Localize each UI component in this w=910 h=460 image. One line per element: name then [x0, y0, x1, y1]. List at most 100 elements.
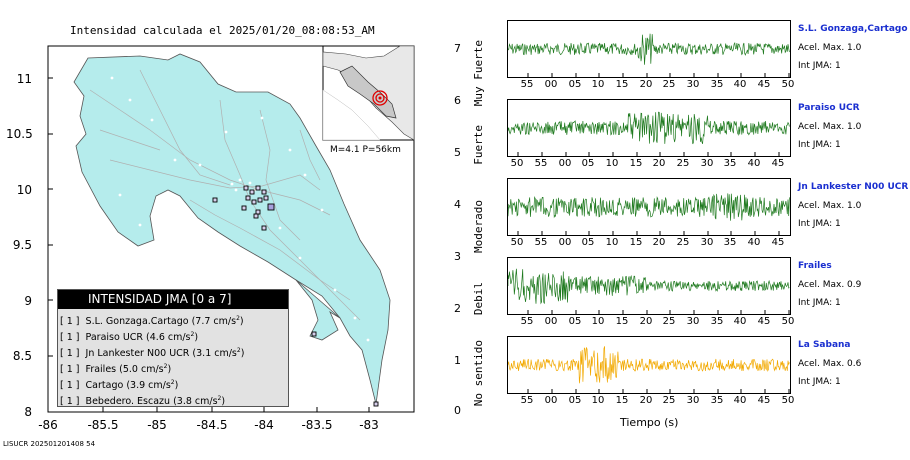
time-tick-label: 50: [781, 395, 795, 406]
time-tick-label: 20: [652, 158, 666, 169]
time-tick-label: 05: [581, 237, 595, 248]
station-jma: Int JMA: 1: [798, 377, 841, 387]
peninsula-south: [295, 279, 341, 341]
time-tick-label: 15: [629, 158, 643, 169]
time-tick-label: 10: [591, 316, 605, 327]
time-tick-label: 45: [757, 79, 771, 90]
station-accel: Acel. Max. 1.0: [798, 43, 862, 53]
time-tick-label: 30: [686, 395, 700, 406]
colorbar-tick-6: 6: [454, 94, 461, 107]
time-tick-label: 15: [629, 237, 643, 248]
colorbar-tick-7: 7: [454, 42, 461, 55]
lat-tick-9: 9: [24, 294, 32, 308]
time-tick-label: 55: [534, 237, 548, 248]
station-name: La Sabana: [798, 340, 851, 350]
lon-tick-86: -86: [38, 418, 58, 432]
time-tick-label: 35: [710, 395, 724, 406]
road-network: [89, 69, 361, 321]
legend-title: INTENSIDAD JMA [0 a 7]: [58, 290, 288, 309]
waveform-trace: [507, 268, 790, 314]
time-tick-label: 15: [615, 79, 629, 90]
waveform-trace: [507, 346, 790, 393]
legend-entry: [ 1 ] Cartago (3.9 cm/s2): [60, 379, 179, 392]
time-tick-label: 05: [568, 316, 582, 327]
station-accel: Acel. Max. 0.9: [798, 280, 862, 290]
lat-tick-9-5: 9.5: [12, 238, 32, 252]
category-no-sentido: No sentido: [472, 340, 485, 407]
time-tick-label: 55: [534, 158, 548, 169]
station-accel: Acel. Max. 0.6: [798, 359, 862, 369]
inset-map: [322, 45, 415, 141]
lon-tick-83-5: -83.5: [301, 418, 333, 432]
footer-id: LISUCR 202501201408 54: [3, 440, 96, 448]
time-tick-label: 55: [520, 316, 534, 327]
time-tick-label: 25: [676, 158, 690, 169]
time-tick-label: 35: [723, 237, 737, 248]
lon-tick-84-5: -84.5: [196, 418, 228, 432]
waveform-panel: [507, 20, 791, 78]
time-tick-label: 45: [757, 316, 771, 327]
time-tick-label: 20: [639, 79, 653, 90]
time-tick-label: 00: [544, 79, 558, 90]
station-accel: Acel. Max. 1.0: [798, 201, 862, 211]
map-title: Intensidad calculada el 2025/01/20_08:08…: [70, 24, 375, 37]
time-tick-label: 40: [747, 237, 761, 248]
time-tick-label: 30: [686, 79, 700, 90]
time-axis-title: Tiempo (s): [620, 416, 679, 429]
time-tick-label: 55: [520, 79, 534, 90]
epicenter-marker: [372, 90, 388, 106]
time-tick-label: 15: [615, 395, 629, 406]
time-tick-label: 40: [733, 79, 747, 90]
time-tick-label: 15: [615, 316, 629, 327]
category-moderado: Moderado: [472, 200, 485, 253]
time-tick-label: 05: [581, 158, 595, 169]
category-muy-fuerte: Muy Fuerte: [472, 40, 485, 107]
town-points: [110, 76, 370, 342]
magnitude-note: M=4.1 P=56km: [330, 145, 401, 155]
lon-tick-85: -85: [147, 418, 167, 432]
time-tick-label: 20: [652, 237, 666, 248]
time-tick-label: 30: [700, 237, 714, 248]
station-accel: Acel. Max. 1.0: [798, 122, 862, 132]
time-tick-label: 20: [639, 395, 653, 406]
time-tick-label: 20: [639, 316, 653, 327]
time-tick-label: 45: [771, 158, 785, 169]
colorbar-tick-3: 3: [454, 250, 461, 263]
axis-ticks: [48, 77, 370, 413]
time-tick-label: 10: [591, 395, 605, 406]
waveform-panel: [507, 99, 791, 157]
time-tick-label: 10: [605, 158, 619, 169]
station-name: Frailes: [798, 261, 832, 271]
station-jma: Int JMA: 1: [798, 219, 841, 229]
time-tick-label: 25: [662, 316, 676, 327]
time-tick-label: 50: [510, 158, 524, 169]
time-tick-label: 45: [757, 395, 771, 406]
time-tick-label: 45: [771, 237, 785, 248]
time-tick-label: 25: [676, 237, 690, 248]
time-tick-label: 30: [700, 158, 714, 169]
station-markers: [212, 185, 379, 407]
time-tick-label: 05: [568, 395, 582, 406]
time-tick-label: 35: [710, 316, 724, 327]
intensity-legend: INTENSIDAD JMA [0 a 7] [ 1 ] S.L. Gonzag…: [57, 289, 289, 407]
time-tick-label: 35: [723, 158, 737, 169]
waveform-trace: [507, 33, 790, 77]
lat-tick-10-5: 10.5: [6, 127, 33, 141]
lon-tick-84: -84: [254, 418, 274, 432]
colorbar-tick-2: 2: [454, 302, 461, 315]
lon-tick-83: -83: [359, 418, 379, 432]
legend-entry: [ 1 ] S.L. Gonzaga.Cartago (7.7 cm/s2): [60, 315, 244, 328]
time-tick-label: 00: [544, 316, 558, 327]
station-jma: Int JMA: 1: [798, 140, 841, 150]
time-tick-label: 00: [558, 158, 572, 169]
time-tick-label: 35: [710, 79, 724, 90]
lat-tick-8: 8: [24, 405, 32, 419]
station-jma: Int JMA: 1: [798, 298, 841, 308]
waveform-trace: [507, 111, 790, 156]
colorbar-tick-0: 0: [454, 404, 461, 417]
time-tick-label: 10: [591, 79, 605, 90]
waveform-panel: [507, 178, 791, 236]
legend-entry: [ 1 ] Paraiso UCR (4.6 cm/s2): [60, 331, 199, 344]
lat-tick-10: 10: [16, 183, 32, 197]
station-jma: Int JMA: 1: [798, 61, 841, 71]
